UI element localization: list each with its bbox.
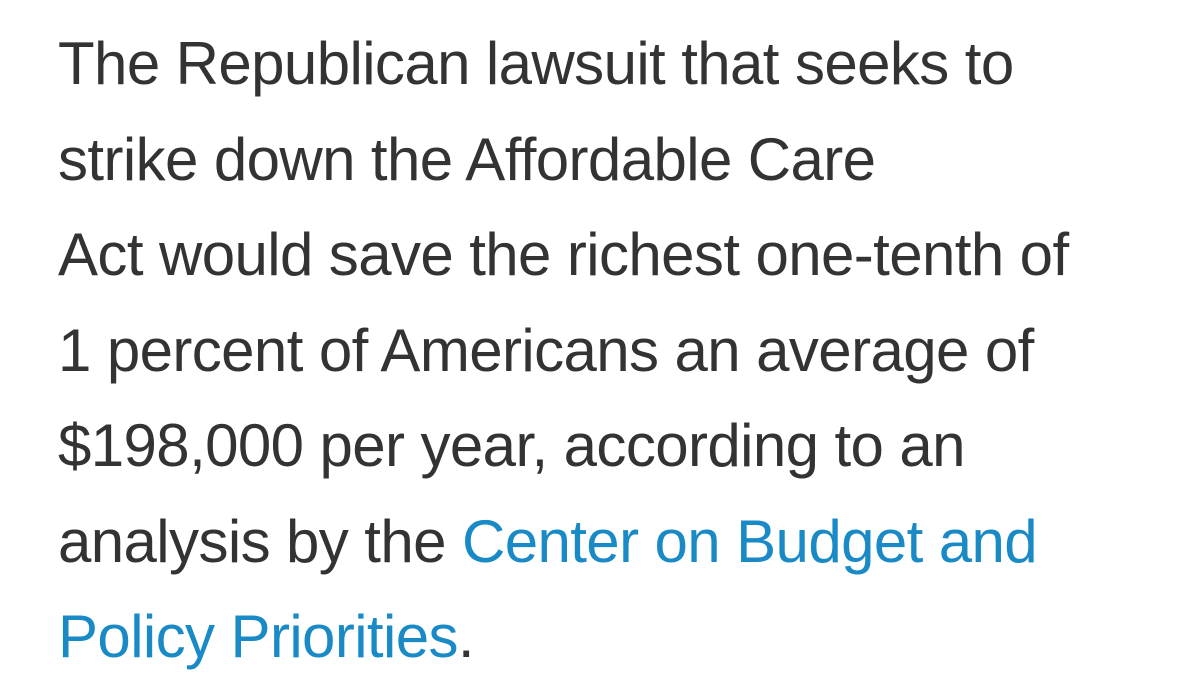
source-link-cbpp[interactable]: Center on Budget and <box>461 507 1038 575</box>
paragraph-text: analysis by the <box>58 507 462 575</box>
paragraph-line: 1 percent of Americans an average of <box>58 316 1034 384</box>
paragraph-line-with-link: analysis by the Center on Budget and <box>58 494 1178 590</box>
paragraph-line: The Republican lawsuit that seeks to <box>58 30 1014 97</box>
source-link-cbpp-continued[interactable]: Policy Priorities <box>58 603 459 670</box>
paragraph-line-with-link: Policy Priorities. <box>58 589 1178 685</box>
paragraph-line: Act would save the richest one-tenth of <box>58 221 1069 288</box>
paragraph-line: $198,000 per year, according to an <box>58 412 966 479</box>
paragraph-period: . <box>457 603 475 670</box>
article-paragraph: The Republican lawsuit that seeks to str… <box>58 16 1178 685</box>
paragraph-line: strike down the Affordable Care <box>58 125 876 193</box>
